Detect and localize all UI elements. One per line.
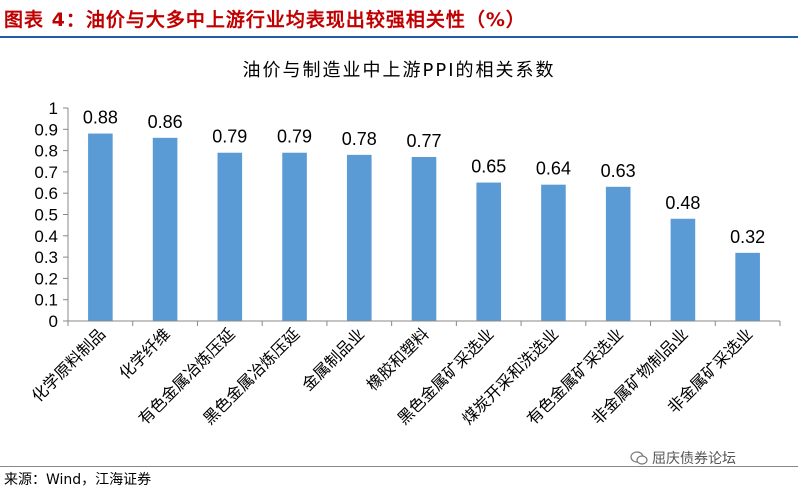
bar-value-label: 0.32 bbox=[730, 227, 765, 247]
y-tick-label: 0.6 bbox=[34, 184, 58, 203]
y-tick-label: 0.2 bbox=[34, 269, 58, 288]
bar bbox=[282, 152, 307, 321]
watermark: 屈庆债券论坛 bbox=[630, 448, 736, 468]
footer-rule bbox=[0, 466, 798, 467]
y-tick-label: 0.1 bbox=[34, 291, 58, 310]
bar bbox=[605, 186, 631, 321]
bar bbox=[411, 156, 437, 321]
bar bbox=[670, 218, 696, 321]
y-tick-label: 0.9 bbox=[34, 120, 58, 139]
x-tick-label: 化学原料制品 bbox=[28, 324, 109, 405]
bar bbox=[346, 154, 372, 321]
bar-value-label: 0.64 bbox=[536, 159, 571, 179]
bar bbox=[541, 184, 566, 321]
y-tick-label: 0.4 bbox=[34, 227, 58, 246]
bar-value-label: 0.63 bbox=[601, 161, 636, 181]
y-tick-label: 0 bbox=[49, 312, 58, 331]
bar bbox=[152, 137, 178, 321]
y-axis: 0 0.1 0.2 0.3 0.4 0.5 0.6 0.7 0.8 0.9 1 bbox=[34, 99, 69, 331]
y-tick-label: 0.7 bbox=[34, 163, 58, 182]
chart-title: 油价与制造业中上游PPI的相关系数 bbox=[242, 60, 556, 81]
bar bbox=[735, 252, 760, 321]
bar-value-label: 0.86 bbox=[148, 112, 183, 132]
bar bbox=[217, 152, 243, 321]
bar-value-label: 0.65 bbox=[471, 157, 506, 177]
x-tick-label: 橡胶和塑料 bbox=[363, 324, 433, 394]
watermark-text: 屈庆债券论坛 bbox=[652, 451, 736, 467]
bar bbox=[88, 133, 113, 321]
y-tick-label: 0.5 bbox=[34, 206, 58, 225]
bars: 0.88 0.86 0.79 0.79 0.78 0.77 0.65 0.64 0.63 0.48… bbox=[83, 108, 765, 321]
bar-value-label: 0.79 bbox=[277, 127, 312, 147]
y-tick-label: 0.8 bbox=[34, 142, 58, 161]
y-tick-label: 0.3 bbox=[34, 248, 58, 267]
bar-value-label: 0.77 bbox=[406, 131, 441, 151]
bar-value-label: 0.88 bbox=[83, 108, 118, 128]
figure-title: 图表 4：油价与大多中上游行业均表现出较强相关性（%） bbox=[4, 9, 526, 31]
bar-value-label: 0.48 bbox=[665, 193, 700, 213]
x-tick-label: 化学纤维 bbox=[115, 324, 174, 383]
bar-value-label: 0.79 bbox=[212, 127, 247, 147]
source-note: 来源：Wind，江海证券 bbox=[4, 472, 152, 488]
x-axis: 化学原料制品 化学纤维有色金属冶炼压延黑色金属冶炼压延金属制品业橡胶和塑料黑色金属… bbox=[28, 320, 781, 428]
bar-value-label: 0.78 bbox=[342, 129, 377, 149]
x-tick-label: 金属制品业 bbox=[298, 324, 368, 394]
y-tick-label: 1 bbox=[49, 99, 58, 118]
wechat-icon bbox=[630, 451, 648, 465]
title-rule bbox=[0, 36, 798, 38]
bar bbox=[476, 182, 502, 321]
